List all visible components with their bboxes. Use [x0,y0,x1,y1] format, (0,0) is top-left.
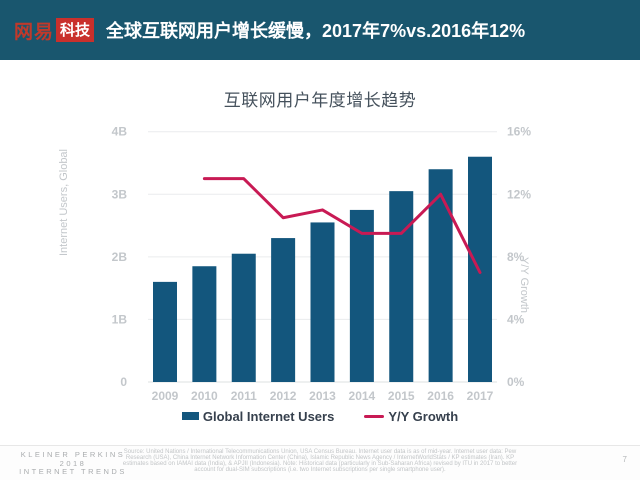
bar-swatch-icon [181,412,199,420]
left-tick-label: 2B [112,250,128,264]
source-note: Source: United Nations / International T… [122,449,518,473]
x-tick-label: 2016 [427,389,454,403]
left-tick-label: 4B [112,125,128,139]
header-bar: 网易 科技 全球互联网用户增长缓慢，2017年7%vs.2016年12% [0,0,640,60]
footer: KLEINER PERKINS 2018 INTERNET TRENDS Sou… [0,445,640,480]
legend-item-growth: Y/Y Growth [364,409,458,424]
x-tick-label: 2015 [388,389,415,403]
slide-headline: 全球互联网用户增长缓慢，2017年7%vs.2016年12% [106,21,526,41]
legend-users-label: Global Internet Users [202,408,335,424]
right-tick-label: 0% [507,375,525,389]
chart-legend: Global Internet Users Y/Y Growth [0,406,640,426]
branding-line-3: INTERNET TRENDS [19,467,127,476]
left-tick-label: 0 [120,375,127,389]
right-tick-label: 16% [507,125,531,139]
netease-tech-logo: 网易 科技 [14,17,95,44]
branding-line-2: 2018 [59,458,87,468]
kleiner-perkins-branding: KLEINER PERKINS 2018 INTERNET TRENDS [8,450,138,477]
legend-growth-label: Y/Y Growth [388,408,459,424]
right-tick-label: 4% [507,312,525,326]
bar-2015 [389,191,414,382]
bar-2010 [192,266,217,382]
bar-2011 [231,253,256,382]
page-number: 7 [622,455,627,464]
x-tick-label: 2009 [152,389,179,403]
branding-line-1: KLEINER PERKINS [20,450,126,459]
bar-2013 [310,222,335,382]
x-tick-label: 2011 [231,389,257,403]
left-tick-label: 3B [112,187,128,201]
chart-plot: 0 1B 2B 3B 4B 0% 4% 8% 12% 16% 2009 2010 2011 2012 201… [112,125,532,403]
x-tick-label: 2013 [309,389,336,403]
legend-item-users: Global Internet Users [181,408,335,424]
chart-title: 互联网用户年度增长趋势 [223,91,417,110]
bar-2014 [349,209,374,382]
bar-2009 [153,281,177,382]
x-tick-label: 2017 [467,389,494,403]
right-tick-label: 8% [507,250,525,264]
logo-badge-text: 科技 [56,18,95,42]
bar-2012 [271,238,296,382]
line-swatch-icon [364,414,385,418]
x-tick-label: 2012 [270,389,297,403]
x-tick-label: 2010 [191,389,218,403]
logo-brand-text: 网易 [14,21,55,43]
bar-2016 [428,169,453,382]
right-tick-label: 12% [507,187,531,201]
x-tick-label: 2014 [349,389,376,403]
growth-line [202,177,482,274]
left-tick-label: 1B [112,312,128,326]
